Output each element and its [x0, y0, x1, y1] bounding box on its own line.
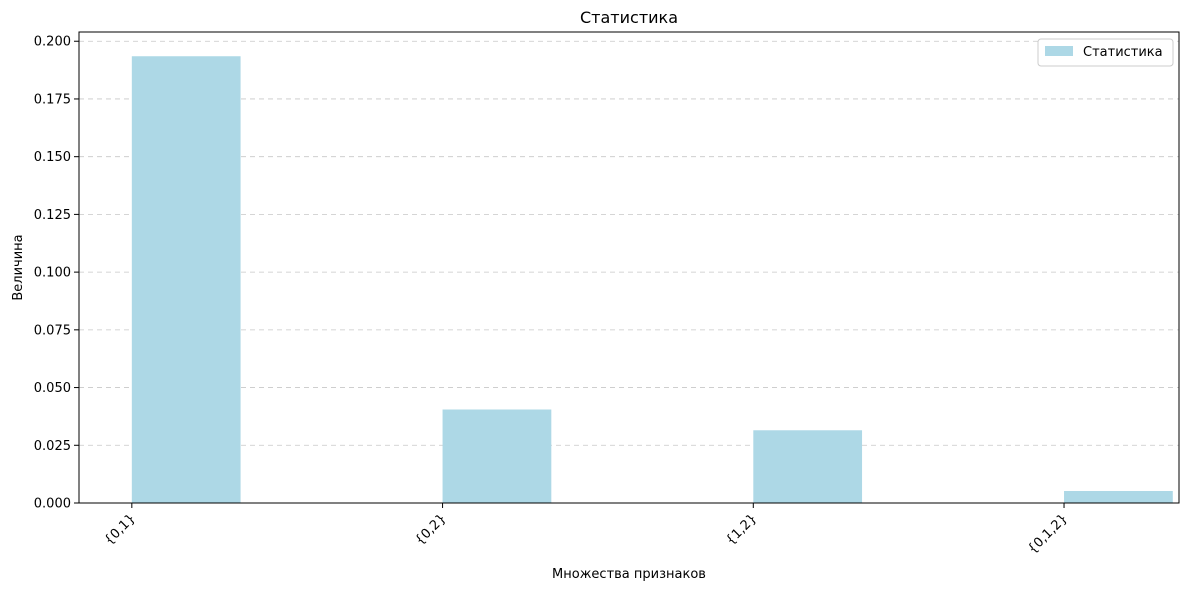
- y-tick-label: 0.150: [34, 150, 71, 165]
- y-tick-label: 0.175: [34, 92, 71, 107]
- x-axis-title: Множества признаков: [552, 567, 706, 582]
- legend-label: Статистика: [1083, 45, 1163, 60]
- y-axis-ticks: 0.000 0.025 0.050 0.075 0.100 0.125 0.150 0.175…: [34, 35, 79, 512]
- bar: [442, 409, 552, 503]
- y-tick-label: 0.200: [34, 35, 71, 50]
- bar: [1064, 490, 1173, 503]
- bar: [753, 430, 863, 503]
- plot-frame: [78, 31, 1180, 504]
- y-tick-label: 0.100: [34, 266, 71, 281]
- y-tick-label: 0.025: [34, 439, 71, 454]
- chart-title: Статистика: [580, 8, 678, 27]
- bar: [131, 56, 241, 503]
- y-tick-label: 0.000: [34, 497, 71, 512]
- y-tick-label: 0.075: [34, 323, 71, 338]
- legend: Статистика: [1037, 38, 1174, 67]
- y-axis-title: Величина: [11, 234, 26, 300]
- grid-lines: [79, 40, 1179, 446]
- legend-swatch: [1045, 46, 1073, 56]
- y-tick-label: 0.050: [34, 381, 71, 396]
- legend-box: [1037, 38, 1174, 67]
- y-tick-label: 0.125: [34, 208, 71, 223]
- bars: [131, 56, 1173, 503]
